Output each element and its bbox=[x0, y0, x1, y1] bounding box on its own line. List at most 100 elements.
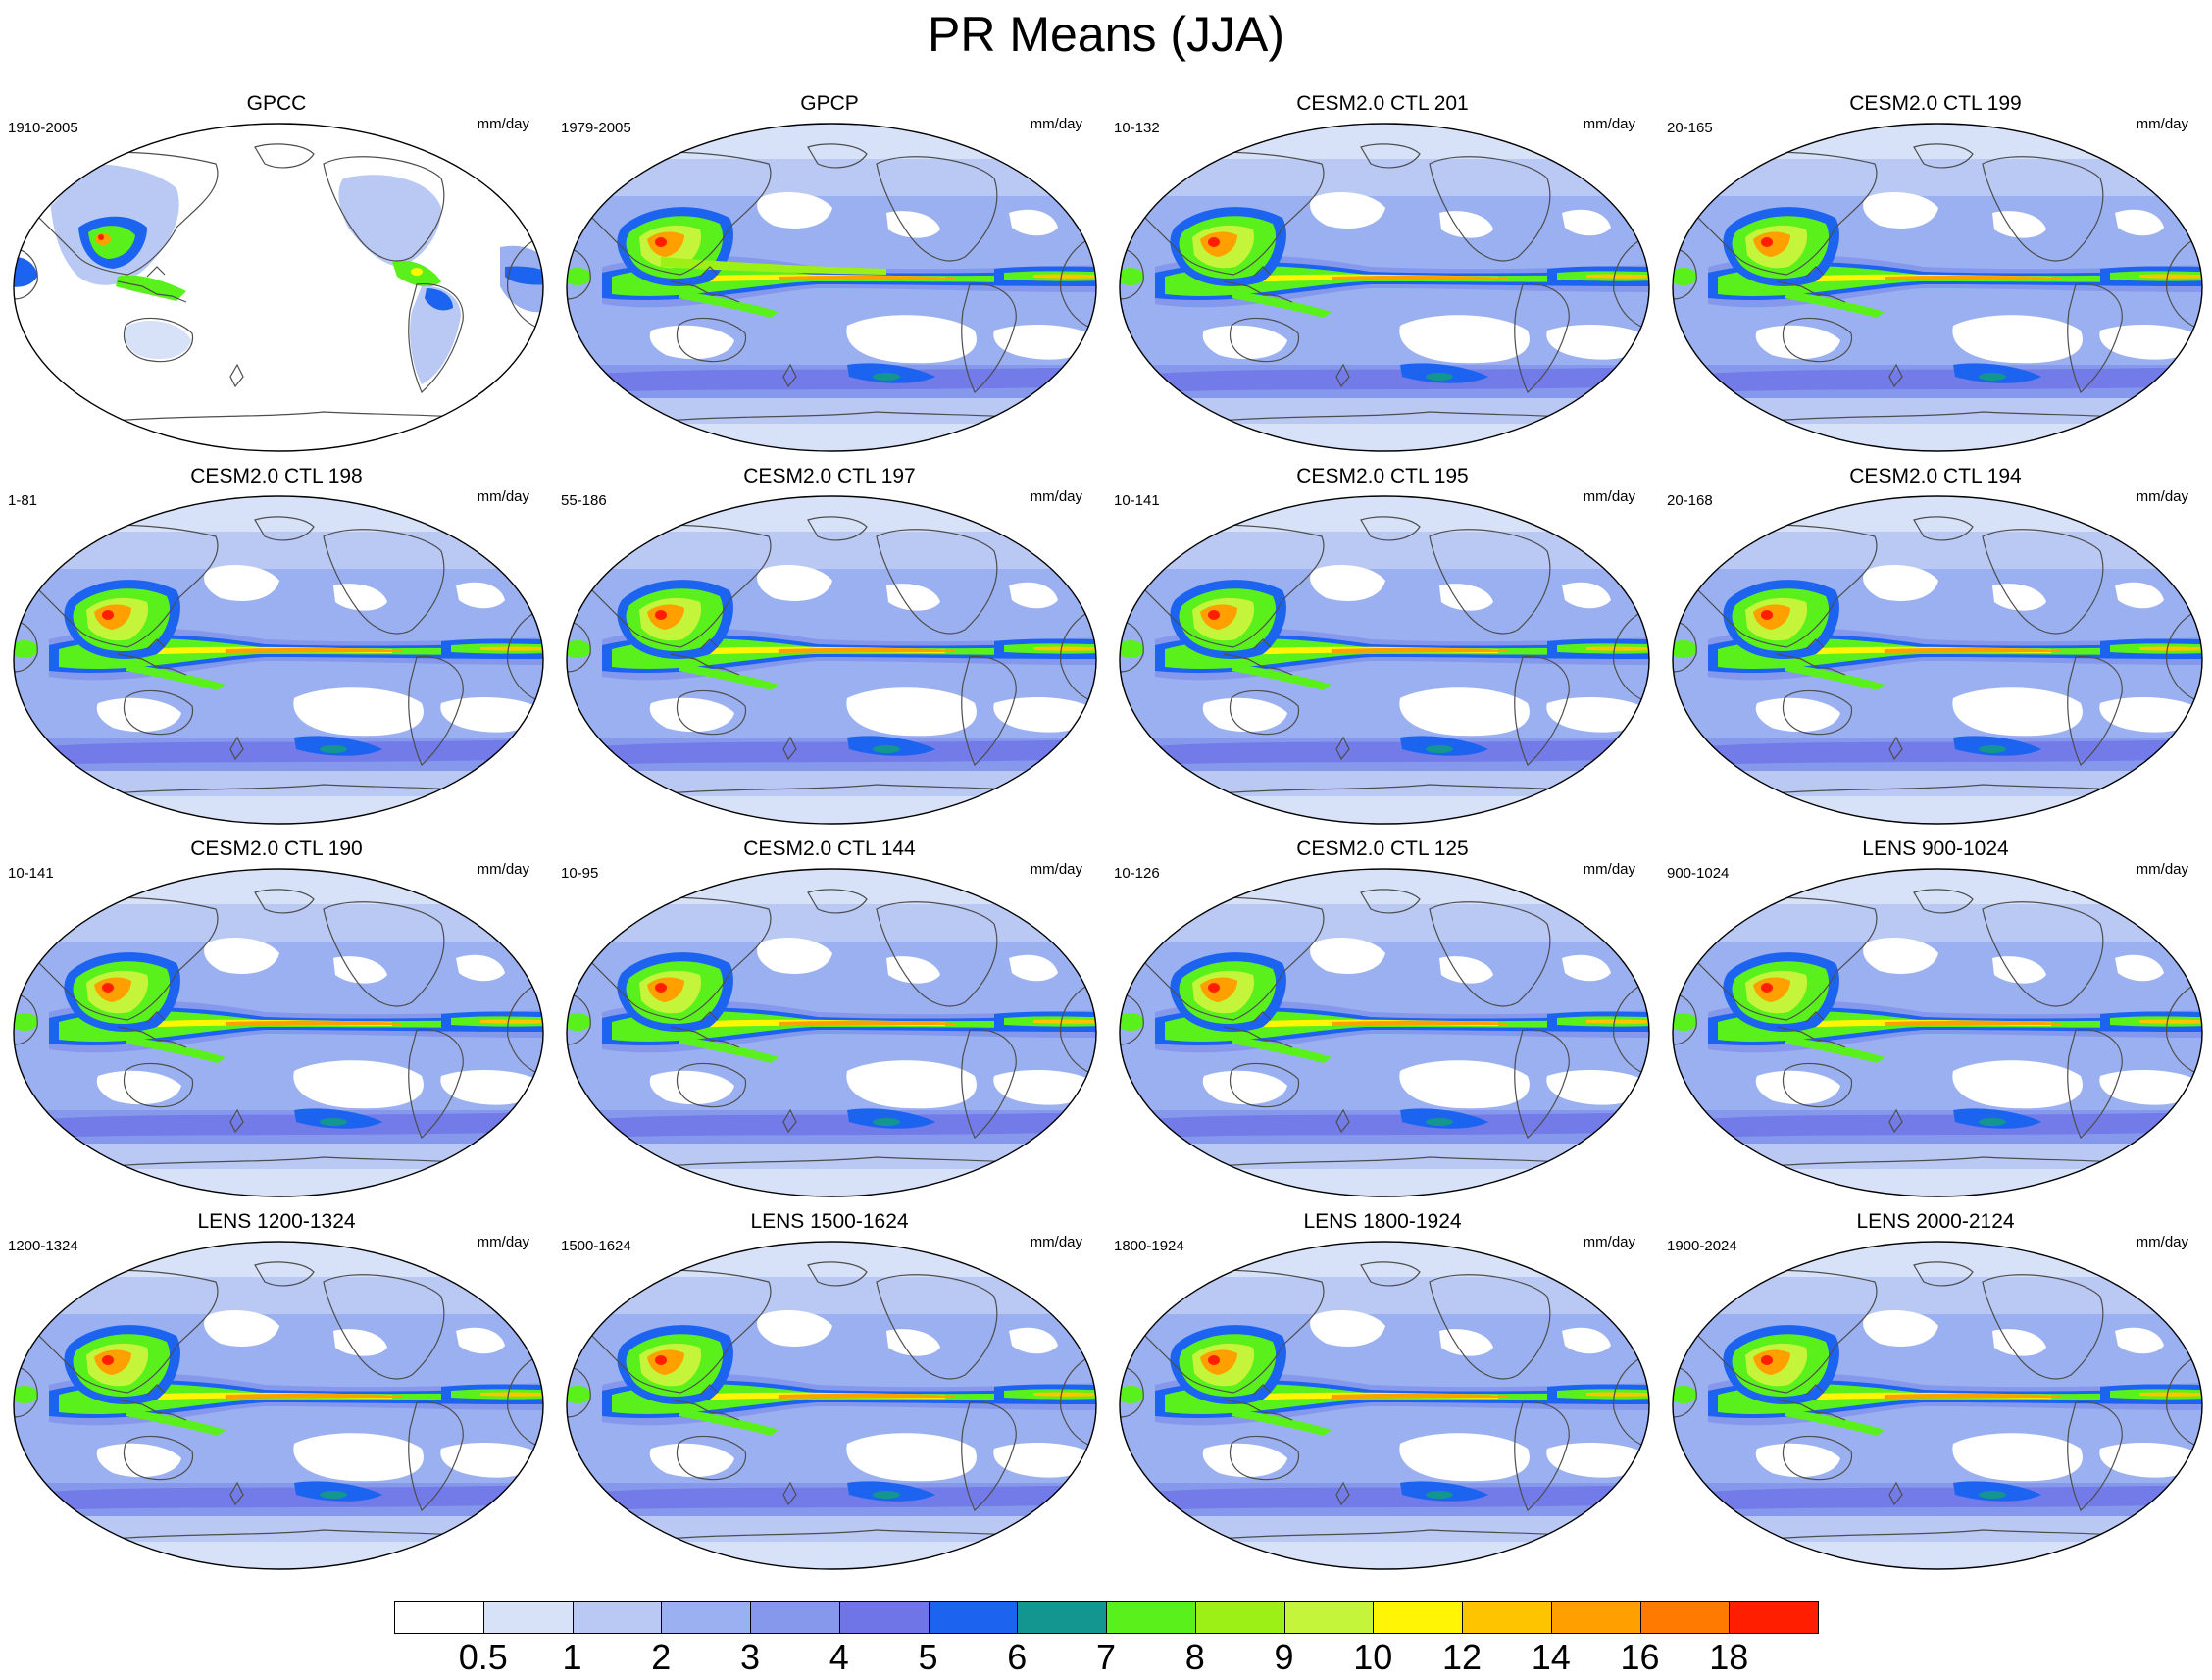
map-panel: LENS 2000-2124 1900-2024 mm/day bbox=[1659, 1204, 2212, 1577]
map-panel: GPCC 1910-2005 mm/day bbox=[0, 86, 553, 459]
colorbar-box bbox=[661, 1601, 751, 1634]
panel-units: mm/day bbox=[2136, 488, 2188, 505]
map-plot bbox=[13, 495, 544, 825]
colorbar-box bbox=[1017, 1601, 1107, 1634]
panel-years: 900-1024 bbox=[1667, 865, 1730, 882]
colorbar-box bbox=[394, 1601, 484, 1634]
panel-years: 1200-1324 bbox=[8, 1238, 78, 1254]
map-panel: CESM2.0 CTL 190 10-141 mm/day bbox=[0, 832, 553, 1204]
map-panel: LENS 1800-1924 1800-1924 mm/day bbox=[1106, 1204, 1659, 1577]
panel-title: CESM2.0 CTL 198 bbox=[190, 465, 363, 487]
colorbar-label: 9 bbox=[1274, 1637, 1294, 1677]
map-panel: CESM2.0 CTL 144 10-95 mm/day bbox=[553, 832, 1106, 1204]
panel-units: mm/day bbox=[1583, 116, 1635, 132]
panel-years: 20-165 bbox=[1667, 120, 1713, 136]
colorbar-label: 12 bbox=[1441, 1637, 1483, 1677]
map-panel: CESM2.0 CTL 197 55-186 mm/day bbox=[553, 459, 1106, 832]
map-plot bbox=[13, 123, 544, 452]
panel-units: mm/day bbox=[1583, 488, 1635, 505]
map-plot bbox=[1672, 495, 2203, 825]
panel-units: mm/day bbox=[1030, 1234, 1082, 1250]
panel-title: CESM2.0 CTL 125 bbox=[1296, 838, 1469, 860]
panel-title: CESM2.0 CTL 201 bbox=[1296, 92, 1469, 115]
map-panel: LENS 1500-1624 1500-1624 mm/day bbox=[553, 1204, 1106, 1577]
panel-units: mm/day bbox=[1030, 488, 1082, 505]
colorbar-label: 6 bbox=[1007, 1637, 1028, 1677]
map-plot bbox=[1672, 1241, 2203, 1570]
panel-units: mm/day bbox=[2136, 116, 2188, 132]
map-panel-grid: GPCC 1910-2005 mm/day GPCP 1979-2005 mm/day CE… bbox=[0, 86, 2212, 1577]
colorbar-box bbox=[1729, 1601, 1819, 1634]
panel-title: GPCC bbox=[246, 92, 307, 115]
colorbar-box bbox=[482, 1601, 574, 1634]
map-panel: CESM2.0 CTL 195 10-141 mm/day bbox=[1106, 459, 1659, 832]
map-plot bbox=[1119, 1241, 1650, 1570]
colorbar-box bbox=[1373, 1601, 1463, 1634]
colorbar-label: 7 bbox=[1095, 1637, 1117, 1677]
map-plot bbox=[566, 495, 1097, 825]
map-plot bbox=[1119, 868, 1650, 1197]
map-plot bbox=[566, 868, 1097, 1197]
colorbar-boxes bbox=[394, 1601, 1819, 1636]
panel-units: mm/day bbox=[1583, 1234, 1635, 1250]
panel-title: CESM2.0 CTL 144 bbox=[743, 838, 916, 860]
map-panel: LENS 900-1024 900-1024 mm/day bbox=[1659, 832, 2212, 1204]
map-panel: CESM2.0 CTL 201 10-132 mm/day bbox=[1106, 86, 1659, 459]
panel-units: mm/day bbox=[1583, 861, 1635, 878]
panel-years: 10-141 bbox=[1114, 492, 1160, 509]
panel-years: 1-81 bbox=[8, 492, 38, 509]
map-panel: GPCP 1979-2005 mm/day bbox=[553, 86, 1106, 459]
panel-title: LENS 1800-1924 bbox=[1303, 1210, 1462, 1233]
panel-years: 1800-1924 bbox=[1114, 1238, 1184, 1254]
panel-title: LENS 2000-2124 bbox=[1856, 1210, 2015, 1233]
colorbar-box bbox=[928, 1601, 1019, 1634]
panel-units: mm/day bbox=[2136, 1234, 2188, 1250]
map-plot bbox=[566, 1241, 1097, 1570]
panel-title: LENS 900-1024 bbox=[1862, 838, 2009, 860]
panel-years: 10-141 bbox=[8, 865, 54, 882]
panel-years: 1979-2005 bbox=[561, 120, 631, 136]
panel-units: mm/day bbox=[477, 116, 529, 132]
colorbar-label: 8 bbox=[1184, 1637, 1205, 1677]
colorbar-label: 4 bbox=[829, 1637, 849, 1677]
panel-years: 10-95 bbox=[561, 865, 599, 882]
map-plot bbox=[1672, 868, 2203, 1197]
colorbar-box bbox=[1194, 1601, 1285, 1634]
panel-units: mm/day bbox=[1030, 861, 1082, 878]
panel-years: 1910-2005 bbox=[8, 120, 78, 136]
panel-years: 10-126 bbox=[1114, 865, 1160, 882]
panel-units: mm/day bbox=[477, 861, 529, 878]
colorbar-label: 10 bbox=[1353, 1637, 1393, 1677]
figure-title: PR Means (JJA) bbox=[928, 7, 1284, 62]
colorbar-box bbox=[572, 1601, 663, 1634]
panel-units: mm/day bbox=[477, 1234, 529, 1250]
panel-years: 10-132 bbox=[1114, 120, 1160, 136]
colorbar-label: 3 bbox=[739, 1637, 761, 1677]
panel-title: CESM2.0 CTL 194 bbox=[1849, 465, 2022, 487]
colorbar-box bbox=[1462, 1601, 1552, 1634]
colorbar-label: 2 bbox=[651, 1637, 672, 1677]
colorbar-label: 18 bbox=[1709, 1637, 1749, 1677]
map-panel: CESM2.0 CTL 125 10-126 mm/day bbox=[1106, 832, 1659, 1204]
panel-years: 20-168 bbox=[1667, 492, 1713, 509]
colorbar-label: 16 bbox=[1620, 1637, 1660, 1677]
panel-title: CESM2.0 CTL 199 bbox=[1849, 92, 2022, 115]
colorbar-box bbox=[1283, 1601, 1375, 1634]
panel-years: 1500-1624 bbox=[561, 1238, 631, 1254]
map-plot bbox=[1119, 495, 1650, 825]
colorbar: 0.5 1 2 3 4 5 6 7 8 9 10 12 14 16 18 bbox=[394, 1601, 1819, 1679]
panel-title: GPCP bbox=[800, 92, 859, 115]
colorbar-box bbox=[1106, 1601, 1196, 1634]
panel-title: LENS 1200-1324 bbox=[197, 1210, 356, 1233]
panel-years: 1900-2024 bbox=[1667, 1238, 1737, 1254]
map-plot bbox=[566, 123, 1097, 452]
panel-title: CESM2.0 CTL 195 bbox=[1296, 465, 1469, 487]
colorbar-label: 5 bbox=[918, 1637, 938, 1677]
colorbar-box bbox=[750, 1601, 840, 1634]
map-panel: LENS 1200-1324 1200-1324 mm/day bbox=[0, 1204, 553, 1577]
colorbar-label: 0.5 bbox=[458, 1637, 508, 1677]
map-panel: CESM2.0 CTL 194 20-168 mm/day bbox=[1659, 459, 2212, 832]
map-plot bbox=[13, 868, 544, 1197]
colorbar-label: 1 bbox=[562, 1637, 582, 1677]
map-plot bbox=[13, 1241, 544, 1570]
